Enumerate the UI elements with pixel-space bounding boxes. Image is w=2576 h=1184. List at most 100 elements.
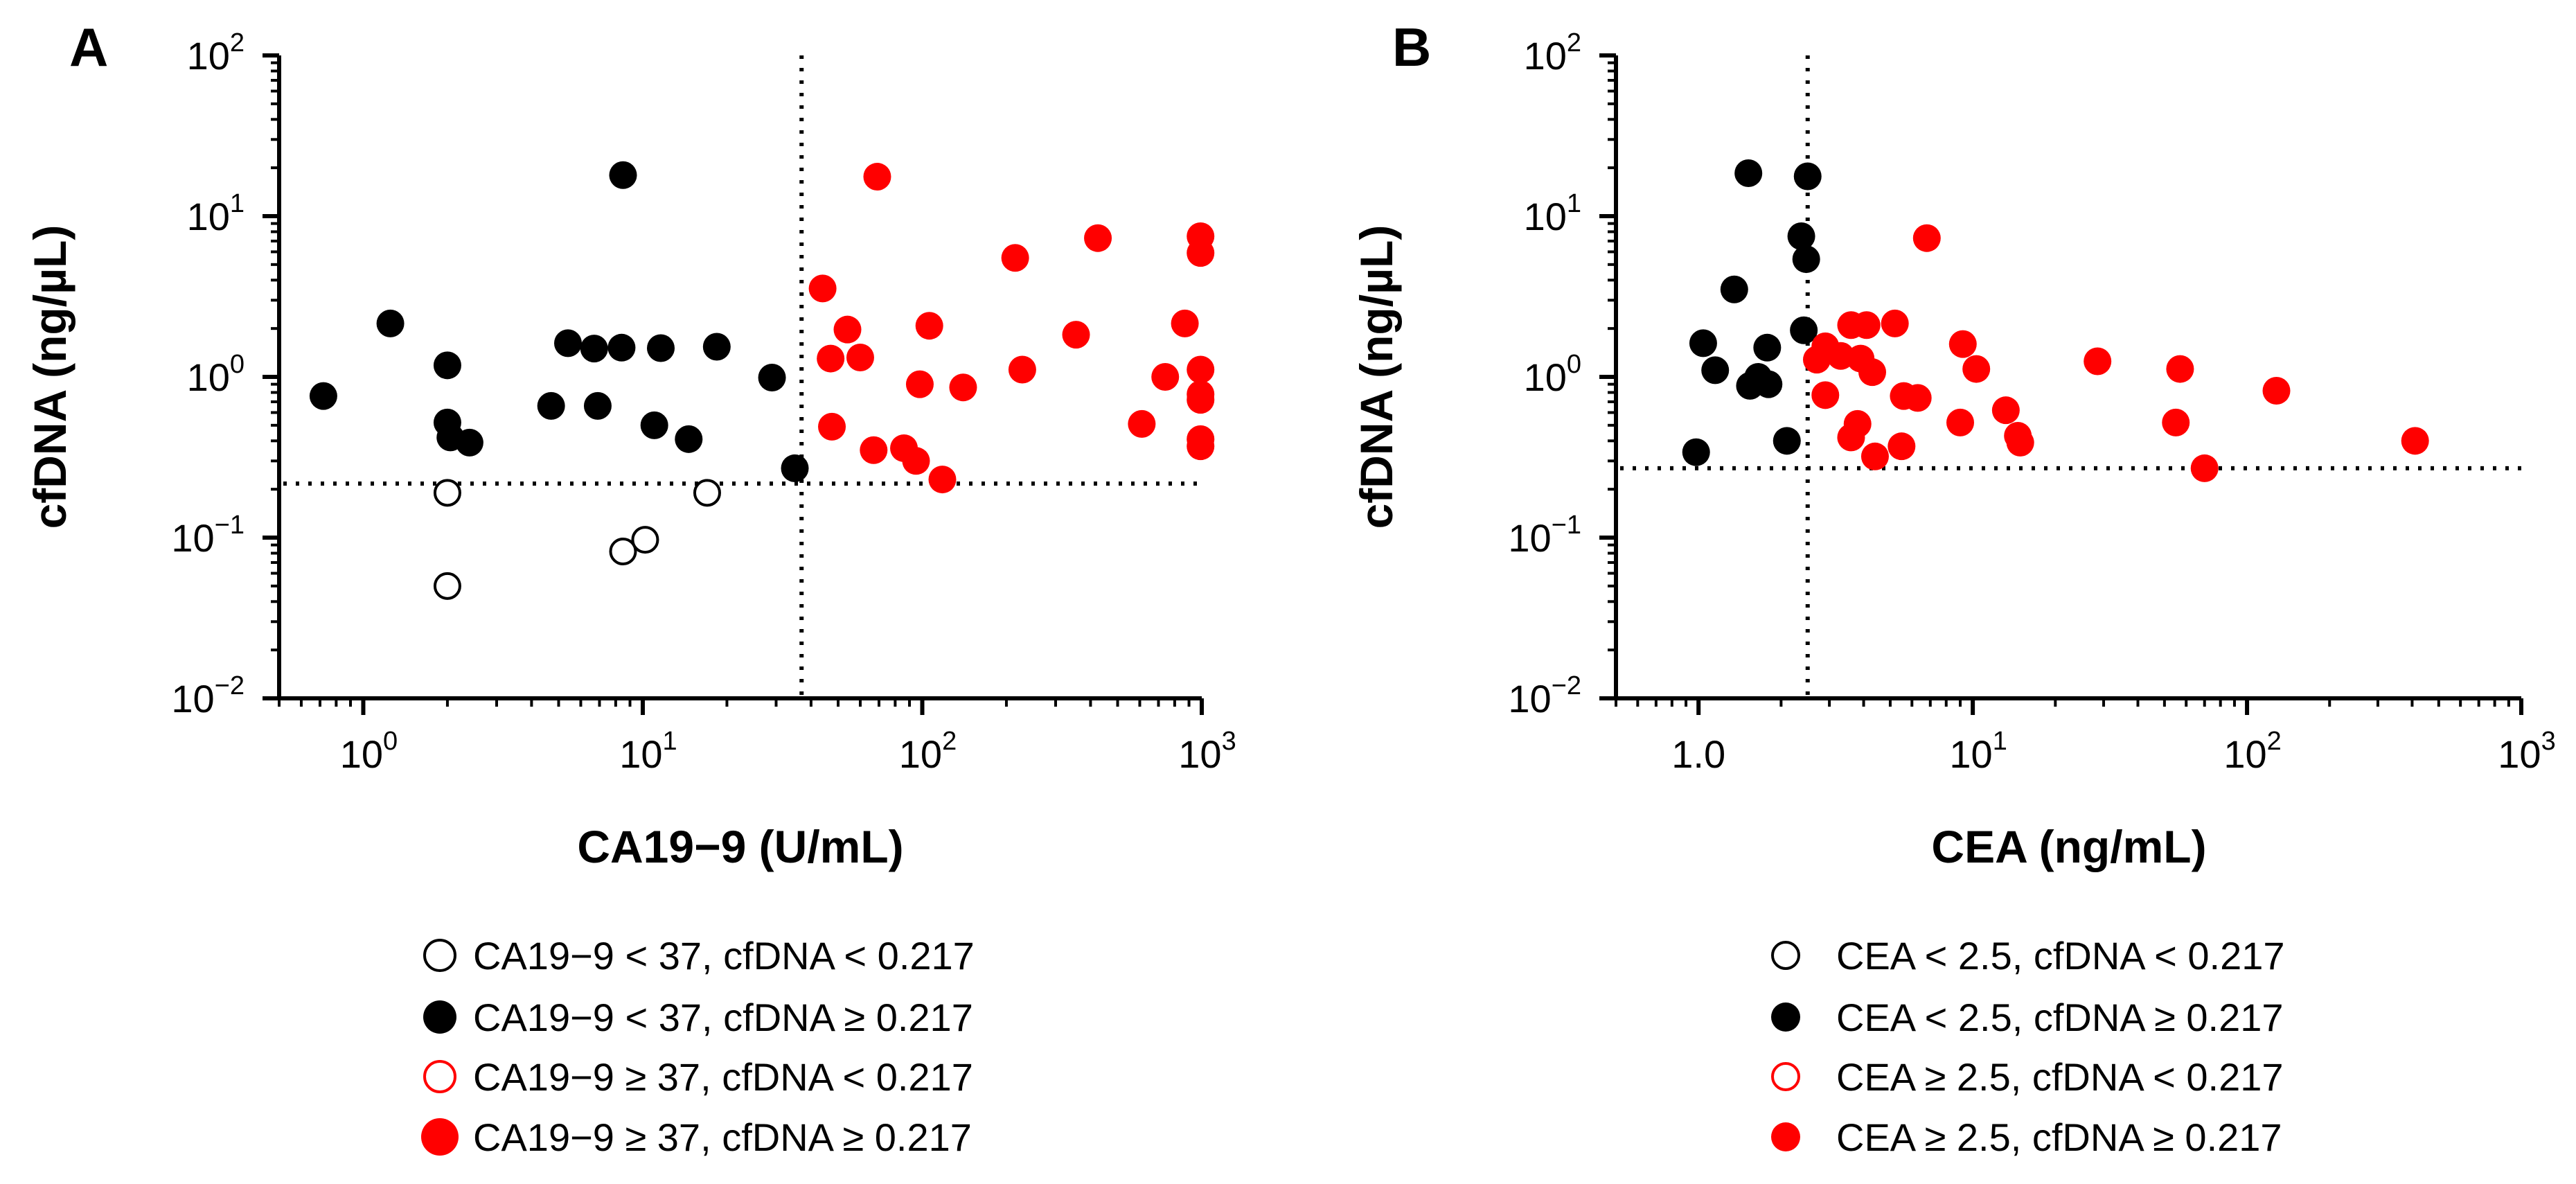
data-point [1912,224,1941,252]
data-point [1843,409,1872,438]
data-point [2190,454,2219,482]
series-2 [1682,159,1822,466]
x-axis-label: CA19−9 (U/mL) [577,821,903,872]
data-point [1734,159,1763,188]
data-point [915,312,943,340]
data-point [2262,376,2291,405]
data-point [631,526,659,554]
data-point [1001,244,1029,272]
legend-label: CA19−9 < 37, cfDNA < 0.217 [473,934,975,978]
data-point [309,382,337,410]
data-point [1187,355,1215,384]
legend-marker [423,1060,456,1093]
data-point [583,391,612,420]
legend-label: CA19−9 ≥ 37, cfDNA ≥ 0.217 [473,1115,972,1159]
data-point [905,370,934,398]
data-point [758,364,786,392]
data-point [2162,408,2190,436]
data-point [1852,311,1881,339]
data-point [2006,428,2034,457]
data-point [433,351,461,380]
data-point [818,412,846,441]
data-point [1689,329,1717,357]
data-point [1793,162,1822,191]
y-axis-label: cfDNA (ng/µL) [24,225,75,529]
legend: CEA < 2.5, cfDNA < 0.217 CEA < 2.5, cfDNA… [1771,934,2285,1159]
data-point [537,391,565,420]
y-axis-label: cfDNA (ng/µL) [1351,225,1402,529]
y-tick-label: 100 [1524,350,1581,399]
series-2 [309,161,809,482]
data-point [1991,396,2020,425]
data-point [1128,409,1156,438]
data-point [1720,275,1748,303]
data-point [1755,370,1783,398]
data-point [902,447,930,475]
y-tick-label: 10−1 [1508,511,1581,560]
x-tick-label: 103 [2498,727,2555,776]
legend: CA19−9 < 37, cfDNA < 0.217 CA19−9 < 37, c… [421,934,975,1159]
series-4 [808,163,1215,494]
data-point [2166,355,2194,383]
data-point [433,479,461,507]
data-point [1790,316,1818,344]
legend-marker [421,1118,459,1156]
data-point [1682,438,1710,466]
legend-marker [1771,1062,1800,1091]
data-point [817,344,845,373]
x-tick-label: 101 [1949,727,2007,776]
data-point [1962,355,1991,383]
data-point [1187,432,1215,461]
data-point [949,373,977,402]
legend-marker [423,1000,456,1034]
data-point [1881,309,1909,337]
legend-label: CEA < 2.5, cfDNA < 0.217 [1836,934,2285,978]
data-point [2401,427,2429,455]
x-axis-label: CEA (ng/mL) [1931,821,2206,872]
panel-label: B [1392,17,1431,78]
legend-marker [1771,941,1800,970]
data-point [1811,381,1840,409]
x-tick-label: 102 [2223,727,2281,776]
legend-label: CEA < 2.5, cfDNA ≥ 0.217 [1836,996,2284,1039]
data-point [1903,384,1932,412]
data-point [808,274,837,303]
series-1 [433,479,721,600]
x-tick-label: 100 [340,727,398,776]
data-point [646,334,675,362]
data-point [1948,330,1977,358]
x-tick-label: 102 [899,727,957,776]
data-point [1151,363,1180,391]
legend-label: CEA ≥ 2.5, cfDNA ≥ 0.217 [1836,1115,2282,1159]
data-point [1792,245,1820,274]
data-point [1171,309,1199,337]
data-point [781,454,809,482]
panel-label: A [69,17,108,78]
data-point [1787,222,1815,250]
panel-B: B 10−2 10−1 100 101 102 1.0 101 102 103 CEA (ng/mL… [1351,17,2556,1159]
data-point [846,344,874,372]
data-point [693,479,721,507]
data-point [2084,347,2112,375]
legend-label: CA19−9 ≥ 37, cfDNA < 0.217 [473,1055,973,1099]
data-point [607,333,636,362]
data-point [1187,386,1215,414]
series-4 [1802,224,2429,482]
data-point [640,411,668,439]
data-point [1753,333,1782,362]
y-tick-label: 102 [1524,28,1581,78]
data-point [1187,239,1215,267]
y-tick-label: 100 [187,350,245,399]
data-point [376,309,405,337]
data-point [433,572,461,600]
x-tick-label: 103 [1178,727,1236,776]
data-point [1062,321,1090,349]
x-tick-label: 1.0 [1671,732,1725,776]
legend-marker [1771,1122,1800,1151]
data-point [455,428,483,457]
y-tick-label: 101 [187,189,245,238]
data-point [609,161,637,189]
data-point [928,466,957,494]
